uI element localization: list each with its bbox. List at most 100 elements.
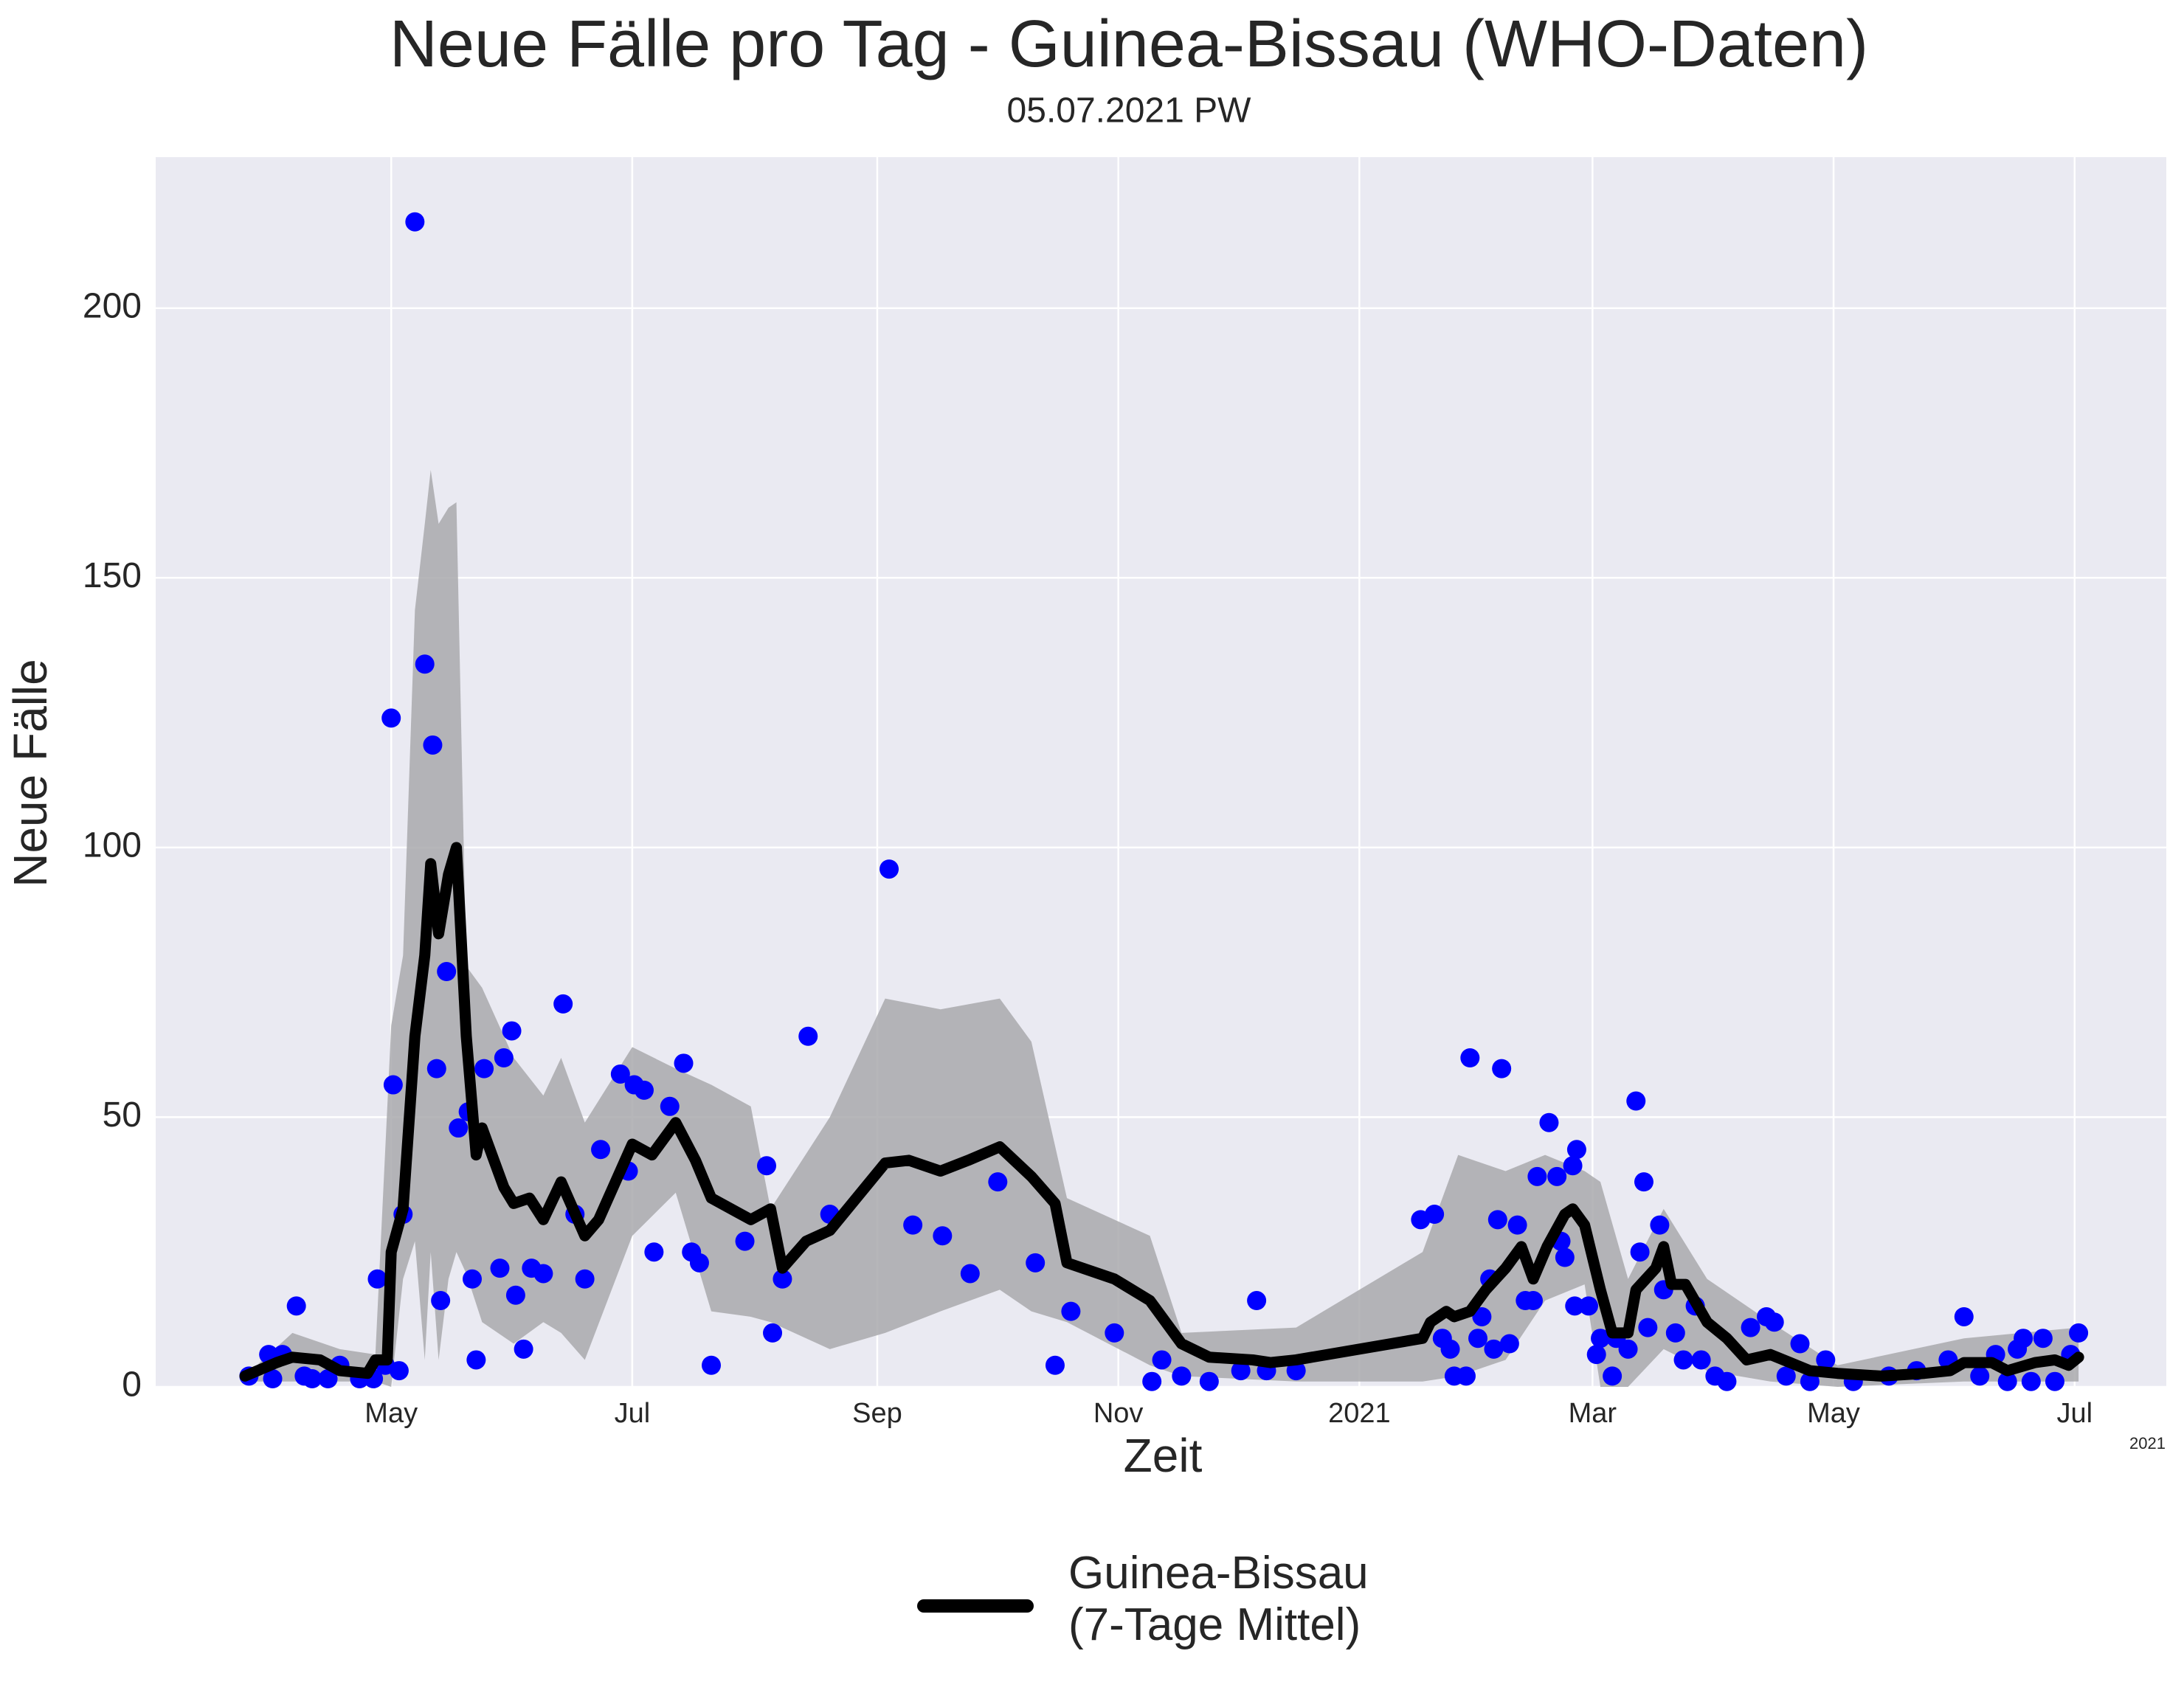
point bbox=[1499, 1334, 1519, 1354]
point bbox=[1440, 1339, 1460, 1359]
point bbox=[2021, 1371, 2041, 1391]
point bbox=[1142, 1371, 1162, 1391]
point bbox=[1618, 1339, 1638, 1359]
point bbox=[644, 1242, 664, 1262]
point bbox=[1247, 1291, 1267, 1311]
point bbox=[514, 1339, 533, 1359]
point bbox=[1578, 1296, 1598, 1316]
point bbox=[756, 1156, 776, 1176]
point bbox=[933, 1226, 953, 1246]
point bbox=[1425, 1205, 1445, 1225]
x-tick-label: Sep bbox=[852, 1398, 902, 1429]
point bbox=[1026, 1253, 1046, 1273]
point bbox=[286, 1296, 306, 1316]
point bbox=[634, 1080, 654, 1100]
band bbox=[245, 470, 2079, 1387]
x-tick-label: 2021 bbox=[1328, 1398, 1391, 1429]
chart-subtitle: 05.07.2021 PW bbox=[1007, 91, 1252, 131]
point bbox=[880, 859, 899, 879]
x-tick-label: Jul bbox=[2056, 1398, 2093, 1429]
point bbox=[389, 1361, 409, 1381]
x-tick-label: May bbox=[364, 1398, 418, 1429]
point bbox=[1468, 1329, 1488, 1348]
point bbox=[1456, 1366, 1476, 1386]
point bbox=[960, 1264, 980, 1284]
x-offset-label: 2021 bbox=[2129, 1434, 2166, 1453]
point bbox=[318, 1369, 338, 1389]
point bbox=[449, 1118, 469, 1138]
point bbox=[1586, 1345, 1606, 1365]
point bbox=[1816, 1350, 1836, 1370]
point bbox=[1555, 1247, 1575, 1267]
point bbox=[381, 708, 401, 728]
point bbox=[1547, 1166, 1567, 1186]
point bbox=[689, 1253, 709, 1273]
point bbox=[1776, 1366, 1796, 1386]
y-tick-label: 100 bbox=[83, 826, 142, 865]
point bbox=[426, 1059, 446, 1079]
line bbox=[239, 842, 2084, 1382]
point bbox=[610, 1064, 630, 1084]
point bbox=[494, 1048, 514, 1068]
point bbox=[1492, 1059, 1512, 1079]
point bbox=[1484, 1339, 1504, 1359]
point bbox=[575, 1269, 595, 1289]
y-tick-label: 0 bbox=[122, 1365, 142, 1405]
x-tick-label: Mar bbox=[1569, 1398, 1617, 1429]
point bbox=[1105, 1323, 1124, 1343]
legend-label: Guinea-Bissau (7-Tage Mittel) bbox=[1068, 1548, 1369, 1650]
point bbox=[1565, 1296, 1585, 1316]
point bbox=[1665, 1323, 1685, 1343]
point bbox=[1472, 1306, 1492, 1326]
point bbox=[437, 962, 457, 982]
point bbox=[735, 1231, 755, 1251]
point bbox=[1061, 1301, 1081, 1321]
point bbox=[763, 1323, 783, 1343]
point bbox=[2045, 1371, 2064, 1391]
point bbox=[533, 1264, 553, 1284]
point bbox=[415, 654, 435, 674]
point bbox=[474, 1059, 494, 1079]
point bbox=[1045, 1355, 1065, 1375]
point bbox=[1634, 1172, 1653, 1192]
point bbox=[431, 1291, 451, 1311]
point bbox=[1638, 1318, 1658, 1337]
point bbox=[903, 1215, 923, 1235]
point bbox=[1790, 1334, 1810, 1354]
point bbox=[2033, 1329, 2053, 1348]
point bbox=[1524, 1291, 1544, 1311]
y-tick-label: 200 bbox=[83, 286, 142, 325]
point bbox=[1172, 1366, 1192, 1386]
point bbox=[660, 1096, 680, 1116]
point bbox=[1970, 1366, 1990, 1386]
x-tick-label: May bbox=[1807, 1398, 1860, 1429]
point bbox=[553, 994, 573, 1014]
point bbox=[1566, 1140, 1586, 1160]
point bbox=[1152, 1350, 1172, 1370]
point bbox=[1199, 1371, 1219, 1391]
point bbox=[405, 212, 425, 232]
point bbox=[502, 1021, 522, 1041]
point bbox=[1563, 1156, 1583, 1176]
point bbox=[1591, 1329, 1611, 1348]
point bbox=[1460, 1048, 1480, 1068]
point bbox=[1487, 1210, 1507, 1230]
point bbox=[1507, 1215, 1527, 1235]
point bbox=[988, 1172, 1008, 1192]
point bbox=[462, 1269, 482, 1289]
point bbox=[1691, 1350, 1711, 1370]
point bbox=[674, 1053, 694, 1073]
point bbox=[1231, 1361, 1251, 1381]
point bbox=[2069, 1323, 2089, 1343]
point bbox=[423, 735, 443, 755]
point bbox=[1997, 1371, 2017, 1391]
point bbox=[1650, 1215, 1670, 1235]
point bbox=[383, 1075, 403, 1095]
y-tick-label: 50 bbox=[103, 1095, 142, 1135]
point bbox=[1717, 1371, 1737, 1391]
point bbox=[1630, 1242, 1650, 1262]
point bbox=[490, 1259, 510, 1278]
point bbox=[1741, 1318, 1760, 1337]
y-tick-label: 150 bbox=[83, 556, 142, 595]
